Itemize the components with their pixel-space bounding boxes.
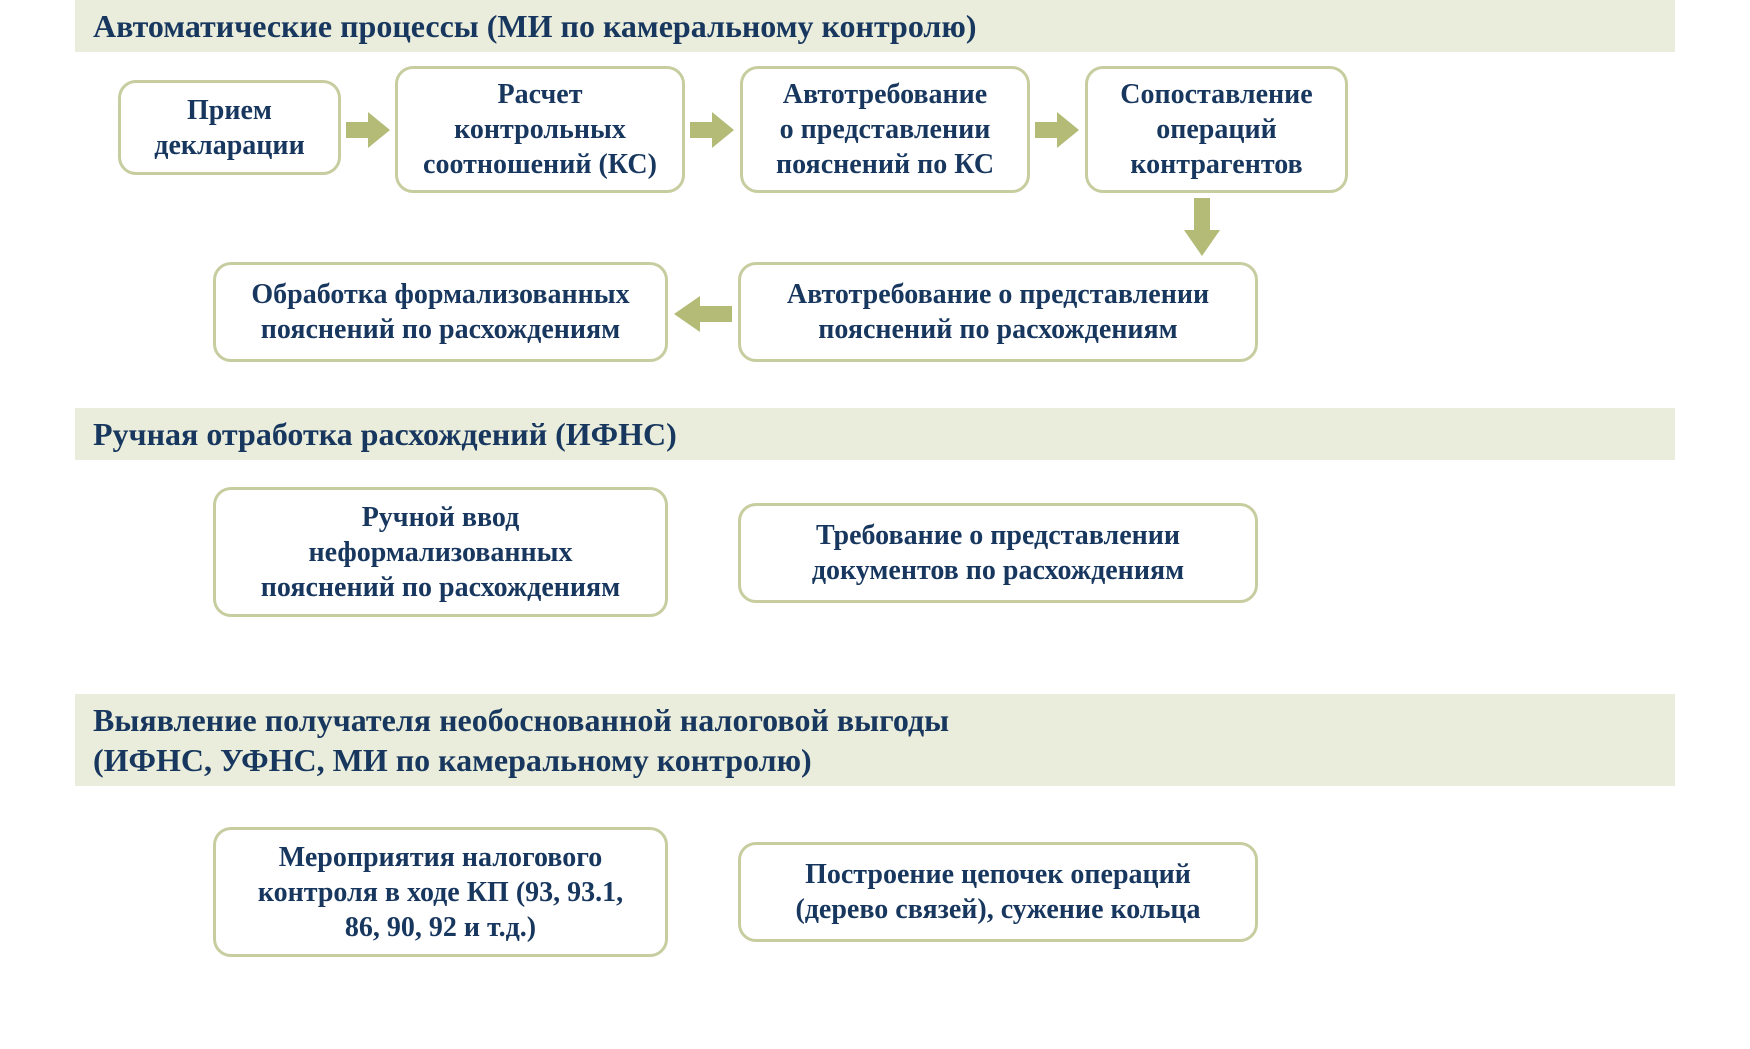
node-label: Ручной ввод неформализованных пояснений …	[261, 500, 621, 605]
section-label: Ручная отработка расхождений (ИФНС)	[93, 414, 677, 454]
node-label: Требование о представлении документов по…	[812, 518, 1184, 588]
node-label: Обработка формализованных пояснений по р…	[251, 277, 629, 347]
node-compare-counterparties: Сопоставление операций контрагентов	[1085, 66, 1348, 193]
node-label: Расчет контрольных соотношений (КС)	[423, 77, 657, 182]
section-header-auto: Автоматические процессы (МИ по камеральн…	[75, 0, 1675, 52]
node-autoreq-discrepancies: Автотребование о представлении пояснений…	[738, 262, 1258, 362]
section-label: Автоматические процессы (МИ по камеральн…	[93, 6, 976, 46]
node-intake-declaration: Прием декларации	[118, 80, 341, 175]
arrow-right-icon	[690, 112, 734, 148]
node-label: Построение цепочек операций (дерево связ…	[795, 857, 1200, 927]
arrow-down-icon	[1184, 198, 1220, 256]
node-label: Прием декларации	[154, 93, 304, 163]
section-header-identify: Выявление получателя необоснованной нало…	[75, 694, 1675, 786]
arrow-left-icon	[674, 296, 732, 332]
section-header-manual: Ручная отработка расхождений (ИФНС)	[75, 408, 1675, 460]
section-label: Выявление получателя необоснованной нало…	[93, 700, 949, 780]
node-manual-input: Ручной ввод неформализованных пояснений …	[213, 487, 668, 617]
node-label: Автотребование о представлении пояснений…	[787, 277, 1209, 347]
node-calc-ks: Расчет контрольных соотношений (КС)	[395, 66, 685, 193]
arrow-right-icon	[1035, 112, 1079, 148]
node-autoreq-ks: Автотребование о представлении пояснений…	[740, 66, 1030, 193]
node-tax-control-events: Мероприятия налогового контроля в ходе К…	[213, 827, 668, 957]
node-label: Сопоставление операций контрагентов	[1120, 77, 1312, 182]
node-docs-request: Требование о представлении документов по…	[738, 503, 1258, 603]
arrow-right-icon	[346, 112, 390, 148]
node-build-chains: Построение цепочек операций (дерево связ…	[738, 842, 1258, 942]
node-label: Автотребование о представлении пояснений…	[776, 77, 994, 182]
node-process-formalized: Обработка формализованных пояснений по р…	[213, 262, 668, 362]
node-label: Мероприятия налогового контроля в ходе К…	[258, 840, 623, 945]
